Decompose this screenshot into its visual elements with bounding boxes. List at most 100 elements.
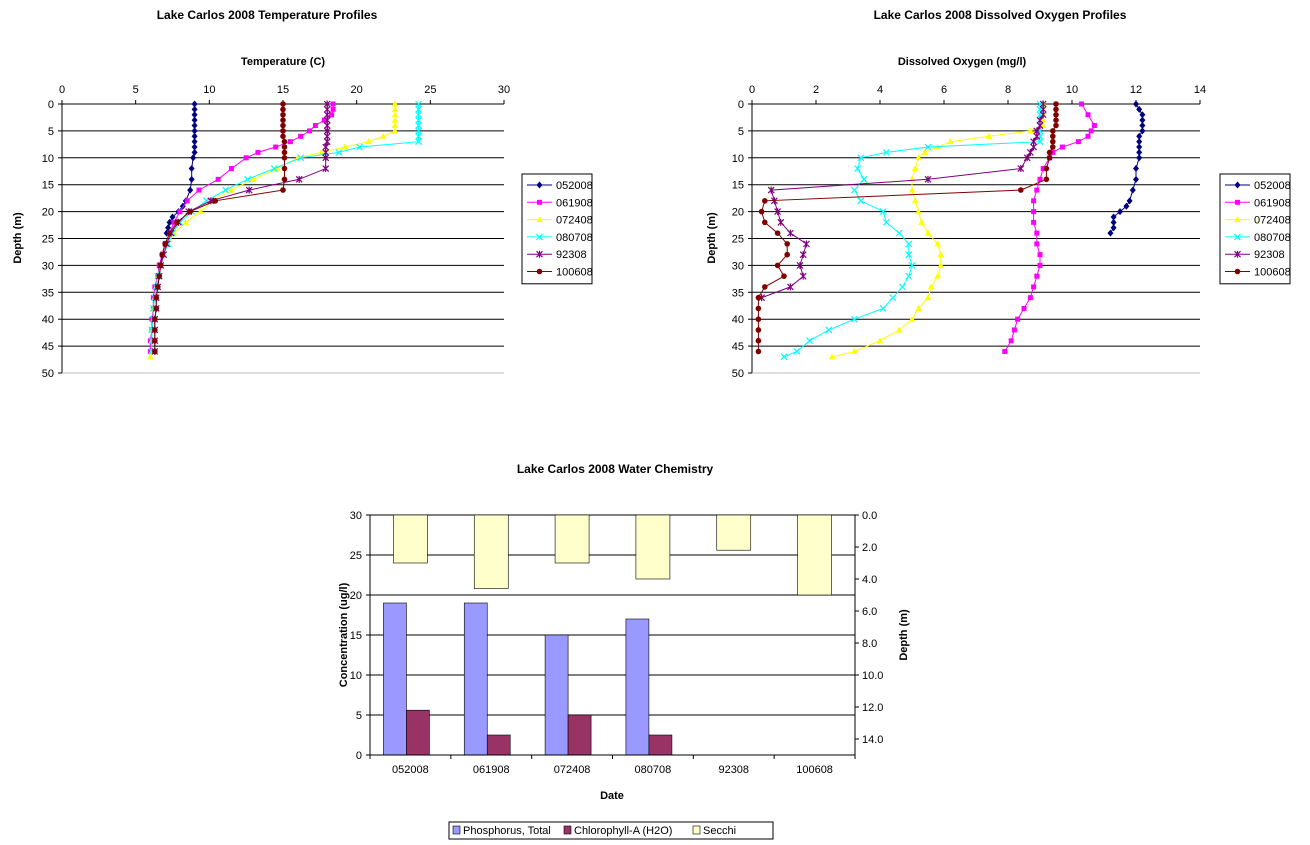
x-tick-label: 080708 <box>635 764 672 776</box>
series-080708-point <box>806 337 814 345</box>
legend-92308-point <box>1234 250 1241 258</box>
y2-tick-label: 8.0 <box>862 638 877 650</box>
series-100608-point <box>280 101 286 107</box>
bar-chlorophyll <box>567 714 592 756</box>
series-080708-point <box>297 154 305 162</box>
series-080708-point <box>860 175 868 183</box>
series-061908-point <box>1085 112 1091 118</box>
series-100608-point <box>1050 144 1056 150</box>
series-100608-point <box>152 316 158 323</box>
y-tick-label: 25 <box>42 234 54 246</box>
series-080708-point <box>889 294 897 302</box>
legend-072408-point <box>536 216 543 223</box>
series-072408-point <box>1027 127 1034 134</box>
series-100608-point <box>755 294 762 301</box>
series-92308-point <box>786 229 794 237</box>
series-052008-point <box>1136 105 1143 113</box>
series-100608-point <box>187 208 193 215</box>
legend-label: 92308 <box>556 249 587 261</box>
series-061908-point <box>1034 230 1040 236</box>
chemistry-plot-area: 0 5 10 15 20 25 30 0.0 2.0 4.0 6.0 8.0 10.0 12.0 14.0 0… <box>350 510 883 840</box>
bar-chlorophyll <box>406 709 430 756</box>
series-100608-point <box>280 128 286 134</box>
bar-phosphorus <box>625 618 650 756</box>
series-052008-point <box>165 224 172 232</box>
series-052008-point <box>191 143 198 151</box>
series-052008-point <box>169 213 176 221</box>
series-061908-point <box>312 123 318 129</box>
series-080708-point <box>780 353 788 361</box>
series-100608-point <box>281 155 288 161</box>
series-080708-point <box>895 229 903 237</box>
series-100608-point <box>755 316 762 323</box>
series-100608-point <box>781 273 787 279</box>
series-100608-point <box>1053 111 1059 118</box>
x-tick-label: 0 <box>749 84 755 96</box>
series-100608-point <box>280 122 286 129</box>
series-080708-point <box>415 127 422 135</box>
series-100608-point <box>281 138 288 145</box>
series-052008-point <box>1123 202 1130 210</box>
x-tick-label: 10 <box>203 84 215 96</box>
series-100608-point <box>281 176 288 183</box>
y-tick-label: 15 <box>732 180 744 192</box>
series-072408-point <box>934 272 941 279</box>
series-line-061908 <box>1004 103 1095 352</box>
series-061908-point <box>1050 149 1056 155</box>
series-052008-point <box>1107 229 1114 237</box>
series-061908-point <box>177 209 183 215</box>
series-100608-point <box>755 348 762 355</box>
oxygen-y-axis-label: Depth (m) <box>706 212 718 264</box>
series-052008-point <box>1136 154 1143 162</box>
series-061908-point <box>1085 133 1091 139</box>
series-line-100608 <box>757 104 1057 352</box>
series-100608-point <box>156 273 163 279</box>
series-052008-point <box>1136 143 1143 151</box>
series-052008-point <box>1126 197 1133 205</box>
legend-label: 080708 <box>556 232 593 244</box>
series-072408-point <box>947 138 954 145</box>
temperature-plot-area: 0 5 10 15 20 25 30 35 40 45 50 0 5 10 15 20 25 30 052008 06… <box>42 84 593 380</box>
series-061908-point <box>307 128 313 134</box>
series-080708-point <box>908 261 916 269</box>
series-061908-point <box>1034 273 1040 279</box>
series-100608-point <box>154 284 161 290</box>
series-100608-point <box>212 198 219 204</box>
series-100608-point <box>159 251 165 258</box>
series-100608-point <box>1050 128 1056 134</box>
series-061908-point <box>1075 139 1081 145</box>
series-072408-point <box>895 326 903 333</box>
series-061908-point <box>1034 241 1040 247</box>
series-061908-point <box>1002 348 1008 354</box>
x-tick-label: 5 <box>133 84 139 96</box>
series-061908-point <box>228 166 234 172</box>
y-tick-label: 0 <box>356 750 362 762</box>
series-052008-point <box>188 165 195 173</box>
series-080708-point <box>924 143 932 151</box>
legend-label: 080708 <box>1254 232 1291 244</box>
chemistry-chart-title: Lake Carlos 2008 Water Chemistry <box>517 462 714 476</box>
series-92308-point <box>1030 143 1038 151</box>
oxygen-chart-title: Lake Carlos 2008 Dissolved Oxygen Profil… <box>874 8 1127 22</box>
y-tick-label: 10 <box>350 670 362 682</box>
series-052008-point <box>191 105 198 113</box>
y2-tick-label: 10.0 <box>862 670 883 682</box>
series-080708-point <box>415 122 422 129</box>
series-100608-point <box>784 241 790 247</box>
legend-052008-point <box>536 181 543 189</box>
series-072408-point <box>985 132 993 139</box>
series-080708-point <box>905 272 913 280</box>
series-052008-point <box>1139 111 1146 119</box>
legend-100608-point <box>536 268 543 275</box>
series-072408-point <box>379 132 387 139</box>
series-052008-point <box>1133 165 1139 173</box>
series-92308-point <box>1033 132 1041 140</box>
legend-080708-point <box>536 233 543 241</box>
series-072408-point <box>937 261 945 268</box>
series-052008-point <box>166 218 173 226</box>
series-100608-point <box>166 230 173 236</box>
temperature-x-axis-label: Temperature (C) <box>241 56 325 68</box>
series-100608-point <box>1046 149 1053 156</box>
series-052008-point <box>187 186 194 194</box>
legend-072408-point <box>1234 216 1241 223</box>
